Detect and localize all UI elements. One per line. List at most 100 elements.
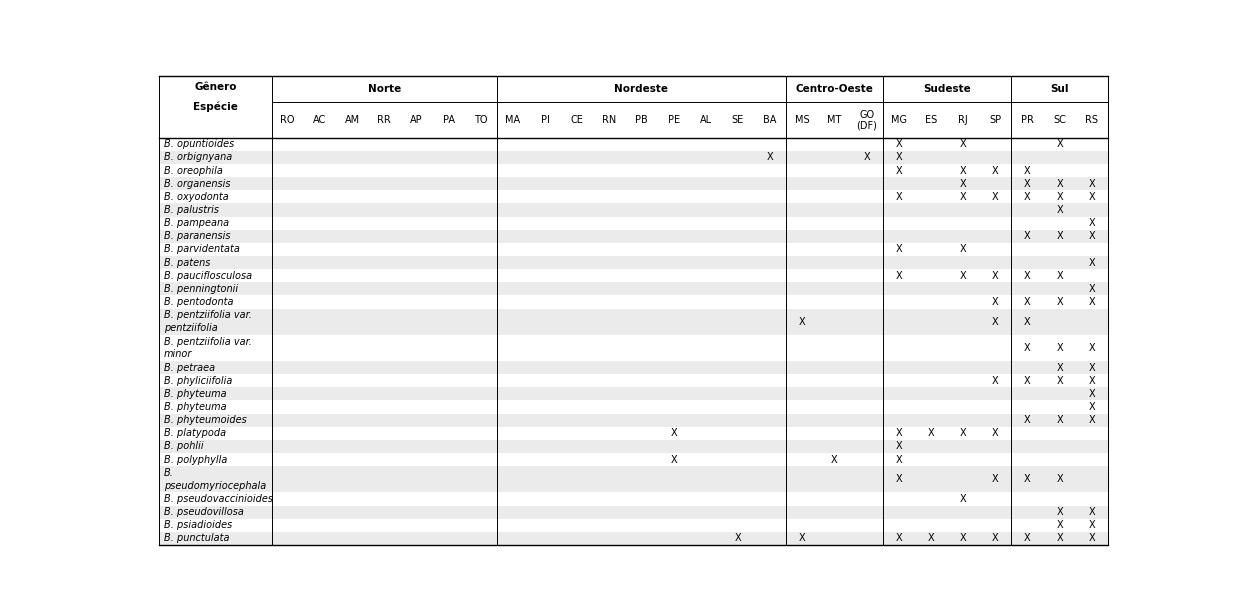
Text: X: X [1089,218,1095,228]
Bar [159,190,1107,204]
Text: B. pentziifolia var.: B. pentziifolia var. [164,311,252,320]
Bar [159,204,1107,216]
Text: X: X [1089,343,1095,353]
Text: X: X [959,533,967,544]
Text: X: X [991,428,999,438]
Text: X: X [767,153,773,162]
Bar [159,164,1107,177]
Text: BA: BA [763,115,777,125]
Text: AC: AC [313,115,327,125]
Text: Gênero: Gênero [194,82,237,92]
Text: B. paranensis: B. paranensis [164,231,231,241]
Text: B. palustris: B. palustris [164,205,218,215]
Text: X: X [895,140,903,149]
Text: PE: PE [667,115,679,125]
Bar [159,414,1107,427]
Text: X: X [991,317,999,327]
Text: X: X [1089,415,1095,425]
Text: pentziifolia: pentziifolia [164,323,217,333]
Bar [159,466,1107,493]
Text: MS: MS [795,115,810,125]
Text: X: X [1057,415,1063,425]
Text: B. platypoda: B. platypoda [164,428,226,438]
Text: B. pseudovaccinioides: B. pseudovaccinioides [164,494,272,504]
Text: Centro-Oeste: Centro-Oeste [795,84,873,94]
Text: X: X [1057,376,1063,386]
Bar [159,151,1107,164]
Text: X: X [1025,179,1031,189]
Text: X: X [927,533,935,544]
Text: X: X [735,533,741,544]
Text: X: X [1089,231,1095,241]
Text: X: X [831,454,837,464]
Bar [159,229,1107,243]
Text: X: X [895,442,903,451]
Text: X: X [895,474,903,484]
Bar [159,506,1107,518]
Text: B. polyphylla: B. polyphylla [164,454,227,464]
Bar [159,400,1107,414]
Bar [159,387,1107,400]
Text: X: X [1025,271,1031,280]
Text: MT: MT [827,115,842,125]
Text: X: X [991,474,999,484]
Text: X: X [1089,507,1095,517]
Bar [159,453,1107,466]
Text: SE: SE [732,115,743,125]
Text: X: X [1057,474,1063,484]
Bar [159,295,1107,309]
Text: X: X [895,192,903,202]
Text: B. psiadioides: B. psiadioides [164,520,232,530]
Text: X: X [1025,165,1031,175]
Text: X: X [1089,520,1095,530]
Text: X: X [1089,363,1095,373]
Text: X: X [895,271,903,280]
Text: X: X [1057,343,1063,353]
Text: X: X [1089,402,1095,412]
Text: TO: TO [473,115,487,125]
Text: MG: MG [890,115,906,125]
Text: PB: PB [635,115,647,125]
Text: B. pseudovillosa: B. pseudovillosa [164,507,244,517]
Text: X: X [959,494,967,504]
Text: X: X [991,376,999,386]
Text: X: X [1057,179,1063,189]
Text: X: X [1089,297,1095,307]
Bar [159,269,1107,282]
Text: X: X [1057,363,1063,373]
Text: PR: PR [1021,115,1033,125]
Text: B. phyliciifolia: B. phyliciifolia [164,376,232,386]
Text: X: X [799,317,805,327]
Text: B. oreophila: B. oreophila [164,165,222,175]
Bar [159,216,1107,229]
Text: X: X [959,179,967,189]
Text: X: X [1057,520,1063,530]
Text: Sul: Sul [1051,84,1069,94]
Text: X: X [1089,376,1095,386]
Text: X: X [1057,205,1063,215]
Text: Espécie: Espécie [192,101,238,112]
Text: X: X [1089,389,1095,399]
Text: X: X [1025,376,1031,386]
Text: B. orbignyana: B. orbignyana [164,153,232,162]
Bar [159,309,1107,335]
Text: SC: SC [1053,115,1067,125]
Text: X: X [1057,271,1063,280]
Text: B. parvidentata: B. parvidentata [164,244,239,255]
Text: B. organensis: B. organensis [164,179,231,189]
Text: AM: AM [344,115,360,125]
Text: X: X [959,428,967,438]
Bar [159,177,1107,190]
Bar [159,282,1107,295]
Text: ES: ES [925,115,937,125]
Bar [159,335,1107,361]
Text: X: X [1057,192,1063,202]
Bar [159,256,1107,269]
Bar [159,427,1107,440]
Text: B. pampeana: B. pampeana [164,218,229,228]
Bar [159,440,1107,453]
Text: GO
(DF): GO (DF) [856,109,877,130]
Text: X: X [1089,192,1095,202]
Text: X: X [895,153,903,162]
Text: X: X [895,454,903,464]
